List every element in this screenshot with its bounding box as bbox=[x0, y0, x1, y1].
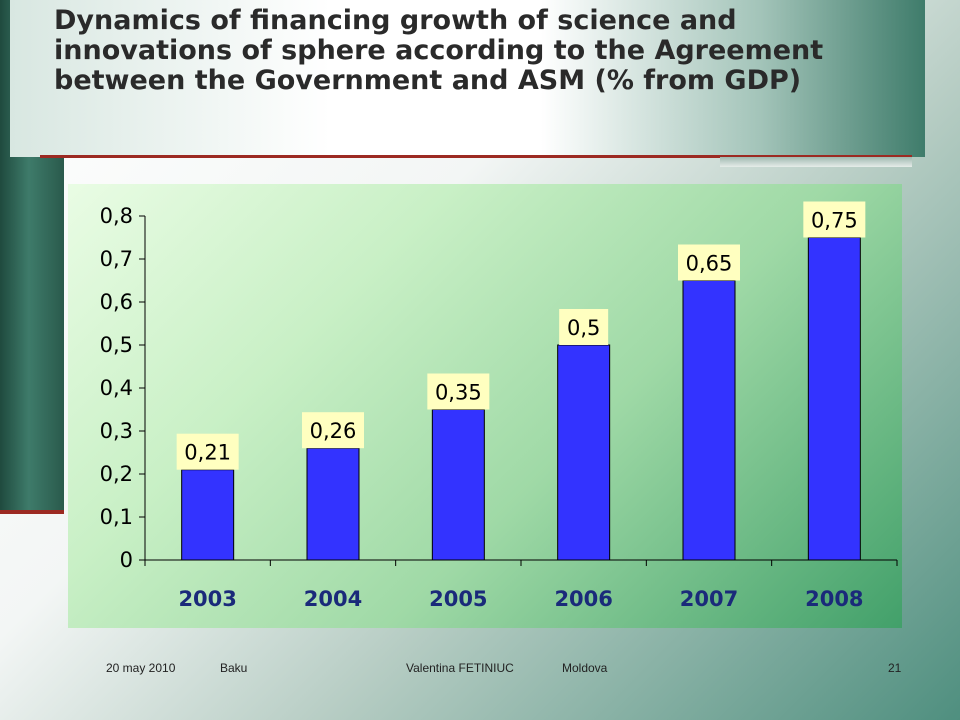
data-label-box-2004 bbox=[302, 412, 364, 449]
data-label-2003: 0,21 bbox=[184, 441, 231, 465]
chart-area: 0 0,1 0,2 0,3 0,4 0,5 0,6 0,7 0,8 0,21 0,26 0,35 0,… bbox=[68, 184, 902, 628]
title-banner bbox=[10, 0, 925, 157]
data-label-2008: 0,75 bbox=[811, 209, 858, 233]
x-category-label: 2006 bbox=[554, 587, 612, 611]
data-label-box-2007 bbox=[678, 244, 740, 281]
bar-2008 bbox=[807, 237, 861, 561]
bar-2004 bbox=[306, 447, 360, 561]
y-tick-label: 0,2 bbox=[100, 462, 133, 486]
bar-2006 bbox=[557, 344, 611, 561]
x-category-label: 2005 bbox=[429, 587, 487, 611]
footer-country: Moldova bbox=[562, 661, 608, 675]
footer-city: Baku bbox=[220, 661, 248, 675]
data-label-2006: 0,5 bbox=[567, 316, 600, 340]
data-label-box-2006 bbox=[559, 309, 609, 345]
decorative-left-rule bbox=[0, 510, 64, 514]
bar-chart: 0 0,1 0,2 0,3 0,4 0,5 0,6 0,7 0,8 0,21 0,26 0,35 0,… bbox=[100, 201, 898, 611]
x-category-label: 2008 bbox=[805, 587, 863, 611]
y-tick-label: 0,6 bbox=[100, 290, 133, 314]
data-label-2004: 0,26 bbox=[310, 419, 357, 443]
bar-2007 bbox=[682, 280, 736, 561]
data-label-2005: 0,35 bbox=[435, 381, 482, 405]
x-category-label: 2007 bbox=[680, 587, 738, 611]
y-tick-label: 0,4 bbox=[100, 376, 133, 400]
bar-2005 bbox=[431, 409, 485, 561]
title-underline bbox=[40, 155, 912, 158]
footer-author: Valentina FETINIUC bbox=[406, 661, 514, 675]
data-label-2007: 0,65 bbox=[686, 252, 733, 276]
decorative-header-tab bbox=[720, 157, 912, 167]
y-tick-label: 0,5 bbox=[100, 333, 133, 357]
y-tick-label: 0,1 bbox=[100, 505, 133, 529]
y-tick-label: 0,7 bbox=[100, 247, 133, 271]
data-label-box-2003 bbox=[176, 433, 239, 470]
data-label-box-2005 bbox=[427, 373, 490, 410]
x-category-label: 2004 bbox=[304, 587, 362, 611]
footer-date: 20 may 2010 bbox=[106, 661, 176, 675]
y-tick-label: 0,8 bbox=[100, 204, 133, 228]
x-category-label: 2003 bbox=[178, 587, 236, 611]
footer-page-number: 21 bbox=[888, 661, 902, 675]
slide-title: Dynamics of financing growth of science … bbox=[54, 5, 824, 96]
y-tick-label: 0 bbox=[120, 548, 133, 572]
y-tick-label: 0,3 bbox=[100, 419, 133, 443]
bar-2003 bbox=[181, 469, 235, 561]
data-label-box-2008 bbox=[803, 201, 866, 238]
